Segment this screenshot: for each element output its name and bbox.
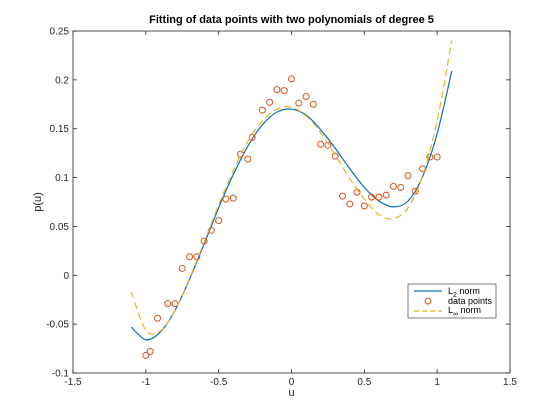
x-tick-label: 1.5 [503, 377, 517, 388]
x-tick-label: 0 [289, 377, 295, 388]
x-tick-label: 0.5 [357, 377, 371, 388]
data-point-marker [186, 253, 194, 261]
data-point-marker [309, 100, 317, 108]
data-point-marker [433, 153, 441, 161]
data-point-marker [317, 140, 325, 148]
data-point-marker [360, 202, 368, 210]
data-point-marker [411, 187, 419, 195]
data-point-marker [295, 99, 303, 107]
data-point-marker [237, 150, 245, 158]
y-tick-label: 0.05 [50, 222, 70, 233]
y-tick-label: 0.2 [55, 75, 69, 86]
data-point-marker [331, 152, 339, 160]
x-axis-label: u [288, 387, 294, 399]
data-point-marker [153, 314, 161, 322]
legend-linf-rest: norm [458, 305, 481, 315]
data-point-marker [375, 193, 383, 201]
y-tick-label: -0.1 [52, 369, 70, 380]
y-axis-label: p(u) [32, 192, 44, 212]
legend-l2-main: L [448, 286, 453, 296]
data-point-marker [404, 172, 412, 180]
legend-label-l2: L2 norm [448, 286, 480, 299]
data-point-marker [389, 182, 397, 190]
data-point-marker [200, 237, 208, 245]
data-point-marker [382, 191, 390, 199]
legend-swatch-data-points [424, 297, 432, 305]
data-point-marker [288, 75, 295, 83]
l2-norm-fit-line [130, 70, 453, 341]
data-point-marker [346, 200, 354, 208]
legend-l2-sub: 2 [453, 292, 457, 299]
legend: L2 norm data points L∞ norm [407, 283, 497, 319]
series-layer [130, 40, 453, 359]
ticks-layer: -1.5 -1 -0.5 0 0.5 1 1.5 -0.1 -0.05 0 0.05 0.1 0.15 0… [46, 27, 517, 389]
data-point-marker [222, 195, 230, 203]
legend-l2-rest: norm [457, 286, 480, 296]
data-point-marker [338, 192, 346, 200]
x-tick-label: 1 [434, 377, 440, 388]
data-point-marker [178, 264, 186, 272]
data-point-marker [368, 193, 376, 201]
legend-linf-main: L [448, 305, 453, 315]
legend-label-linf: L∞ norm [448, 305, 481, 318]
y-tick-label: -0.05 [46, 320, 69, 331]
chart-title: Fitting of data points with two polynomi… [149, 14, 434, 26]
x-tick-label: -0.5 [210, 377, 228, 388]
data-point-marker [397, 183, 405, 191]
y-tick-label: 0.1 [55, 173, 69, 184]
y-tick-label: 0.25 [50, 27, 70, 38]
y-tick-label: 0.15 [50, 124, 70, 135]
data-point-marker [215, 217, 223, 225]
linf-norm-fit-line [130, 40, 453, 335]
data-point-marker [164, 300, 172, 308]
data-point-marker [419, 165, 427, 173]
legend-label-data-points: data points [448, 296, 493, 306]
x-tick-label: -1 [141, 377, 150, 388]
data-point-marker [266, 98, 274, 106]
data-point-marker [302, 92, 310, 100]
data-point-marker [244, 155, 252, 163]
data-point-marker [273, 86, 281, 94]
legend-box [407, 283, 497, 319]
data-point-marker [142, 351, 150, 359]
y-tick-label: 0 [63, 271, 69, 282]
data-point-marker [426, 153, 434, 161]
data-point-marker [280, 87, 288, 95]
data-point-marker [229, 194, 237, 202]
data-point-marker [258, 106, 266, 114]
x-tick-label: -1.5 [64, 377, 82, 388]
data-point-marker [146, 348, 154, 356]
legend-linf-sub: ∞ [453, 311, 458, 318]
